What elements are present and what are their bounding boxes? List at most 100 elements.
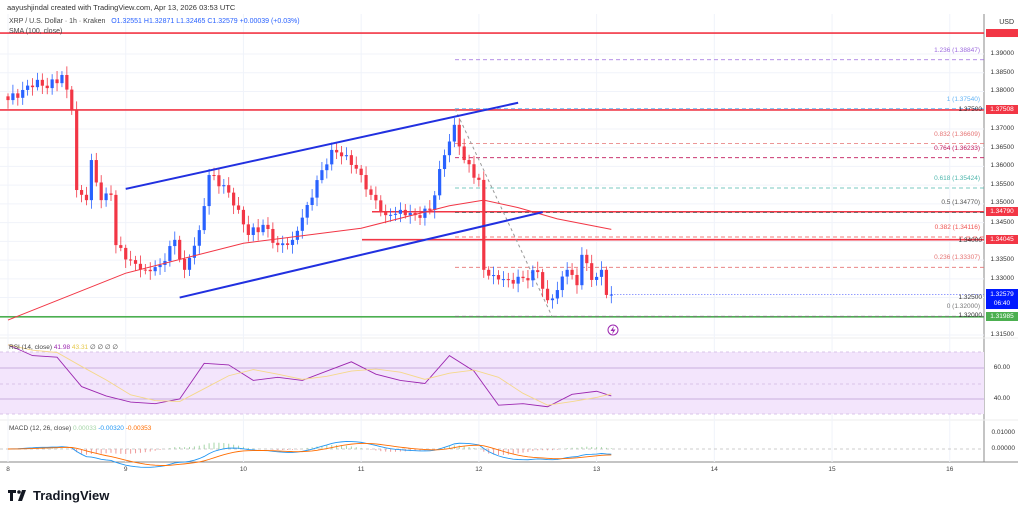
candle-body bbox=[26, 85, 30, 90]
candle-body bbox=[467, 160, 471, 165]
candle-body bbox=[6, 96, 10, 101]
candle-body bbox=[227, 185, 231, 193]
fib-level-label: 0 (1.32000) bbox=[946, 303, 980, 311]
fib-level-label: 0.382 (1.34116) bbox=[934, 224, 980, 231]
channel-lower-line bbox=[179, 211, 543, 299]
candle-body bbox=[393, 213, 398, 215]
symbol-info[interactable]: XRP / U.S. Dollar · 1h · Kraken bbox=[9, 18, 106, 25]
price-tick: 1.37500 bbox=[958, 106, 983, 114]
candle-body bbox=[246, 224, 250, 235]
candle-body bbox=[325, 164, 329, 171]
candle-body bbox=[182, 258, 187, 270]
candle-body bbox=[187, 257, 192, 270]
candle-body bbox=[99, 182, 103, 201]
fib-level-label: 0.236 (1.33307) bbox=[934, 254, 980, 262]
sma-legend[interactable]: SMA (100, close) bbox=[9, 28, 63, 35]
time-tick: 8 bbox=[6, 466, 10, 473]
candle-body bbox=[109, 193, 113, 195]
price-tick: 1.38500 bbox=[990, 68, 1015, 76]
candle-body bbox=[79, 190, 84, 195]
candle-body bbox=[256, 227, 260, 233]
candle-body bbox=[472, 164, 476, 178]
candle-body bbox=[202, 206, 206, 231]
candle-body bbox=[374, 194, 378, 201]
candle-body bbox=[428, 208, 432, 210]
time-tick: 12 bbox=[475, 466, 483, 473]
candle-body bbox=[536, 270, 540, 273]
candle-body bbox=[133, 260, 138, 264]
symbol-legend: XRP / U.S. Dollar · 1h · Kraken O1.32551… bbox=[9, 18, 300, 25]
candle-body bbox=[335, 149, 339, 153]
candle-body bbox=[560, 276, 564, 291]
tradingview-logo[interactable]: TradingView bbox=[8, 488, 109, 503]
candle-body bbox=[388, 214, 393, 216]
fib-level-label: 0.764 (1.36233) bbox=[934, 144, 980, 152]
macd-legend[interactable]: MACD (12, 26, close) 0.00033 -0.00320 -0… bbox=[9, 425, 151, 432]
candle-body bbox=[354, 164, 358, 169]
rsi-tick-40: 40.00 bbox=[993, 395, 1010, 402]
candle-body bbox=[217, 175, 221, 187]
chart-credit: aayushjindal created with TradingView.co… bbox=[7, 3, 236, 12]
price-tick: 1.36500 bbox=[990, 143, 1015, 151]
candle-body bbox=[447, 141, 452, 156]
fib-trend-line bbox=[454, 108, 553, 317]
bar-countdown: 06:40 bbox=[993, 300, 1011, 308]
lightning-glyph-icon bbox=[610, 326, 616, 335]
candle-body bbox=[232, 192, 236, 206]
candle-body bbox=[330, 149, 334, 165]
candle-body bbox=[310, 197, 314, 206]
candle-body bbox=[281, 243, 285, 246]
candle-body bbox=[379, 200, 383, 213]
candle-body bbox=[236, 205, 241, 210]
candle-body bbox=[609, 294, 613, 296]
macd-signal-value: -0.00353 bbox=[125, 425, 152, 432]
rsi-band bbox=[0, 352, 984, 414]
price-tick: 1.32000 bbox=[958, 312, 983, 320]
candle-body bbox=[521, 276, 525, 279]
candle-body bbox=[114, 194, 118, 246]
rsi-label: RSI (14, close) bbox=[9, 344, 52, 351]
candle-body bbox=[70, 89, 74, 110]
rsi-extra: ∅ ∅ ∅ ∅ bbox=[90, 344, 119, 351]
channel-upper-line bbox=[125, 101, 519, 190]
tradingview-logo-icon bbox=[8, 490, 26, 501]
price-tick: 1.32500 bbox=[958, 293, 983, 301]
candle-body bbox=[35, 79, 40, 88]
rsi-legend[interactable]: RSI (14, close) 41.98 43.31 ∅ ∅ ∅ ∅ bbox=[9, 343, 118, 351]
rsi-tick-60: 60.00 bbox=[993, 364, 1010, 371]
candle-body bbox=[241, 209, 246, 225]
rsi-value: 41.98 bbox=[53, 344, 71, 351]
resistance-tag-3: 1.34045 bbox=[986, 235, 1018, 245]
time-tick: 10 bbox=[239, 466, 248, 473]
time-tick: 15 bbox=[828, 466, 836, 473]
candle-body bbox=[403, 209, 407, 216]
price-tick: 1.37000 bbox=[990, 124, 1015, 132]
candle-body bbox=[207, 175, 211, 207]
fib-level-label: 1 (1.37540) bbox=[946, 95, 980, 103]
candle-body bbox=[369, 189, 373, 195]
macd-label: MACD (12, 26, close) bbox=[9, 425, 72, 432]
candle-body bbox=[570, 269, 574, 275]
candle-body bbox=[11, 93, 15, 101]
candle-body bbox=[482, 179, 486, 270]
candle-body bbox=[40, 79, 44, 86]
candle-body bbox=[168, 246, 172, 261]
candle-body bbox=[178, 239, 182, 259]
candle-body bbox=[595, 276, 599, 280]
resistance-tag-2: 1.34790 bbox=[986, 207, 1018, 217]
top-resistance-tag bbox=[986, 29, 1018, 38]
price-tick: 1.31500 bbox=[990, 331, 1015, 339]
candle-body bbox=[487, 269, 491, 276]
currency-label[interactable]: USD bbox=[999, 19, 1014, 26]
candle-body bbox=[192, 245, 196, 258]
candle-body bbox=[344, 155, 349, 157]
candle-body bbox=[545, 288, 550, 301]
price-tick: 1.35500 bbox=[990, 181, 1015, 189]
price-tick: 1.33000 bbox=[990, 274, 1015, 282]
candle-body bbox=[462, 146, 466, 161]
candle-body bbox=[124, 247, 128, 260]
candle-body bbox=[129, 259, 133, 261]
candle-body bbox=[418, 215, 422, 218]
